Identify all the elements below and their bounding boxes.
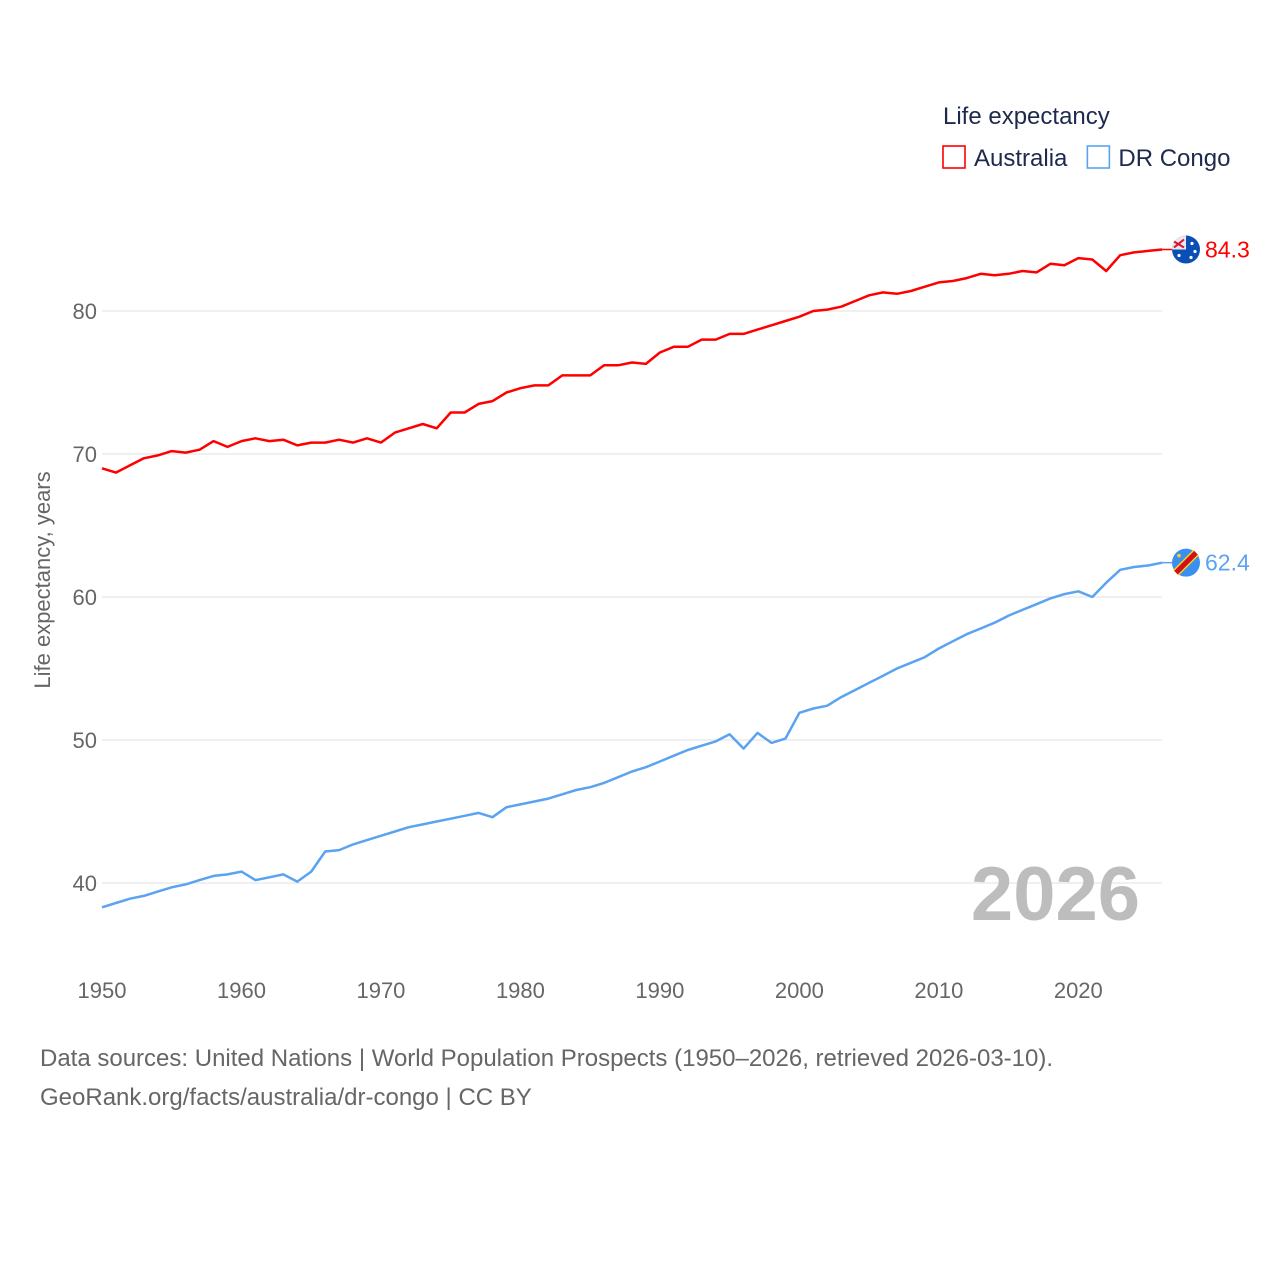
flag-stripe-red [1174,550,1198,575]
legend-item[interactable]: DR Congo [1086,145,1230,172]
legend-title: Life expectancy [943,103,1110,130]
line-chart: 40 50 60 70 80 1950 1960 1970 1980 1990 2000 2010 20… [30,103,1250,1003]
end-value-label: 84.3 [1205,237,1250,263]
y-tick-label: 70 [73,442,97,467]
x-tick-label: 2000 [775,978,824,1003]
y-tick-label: 50 [73,728,97,753]
australia-flag-icon [1172,235,1200,264]
legend-swatch [942,145,966,169]
flag-star [1190,241,1194,246]
flag-cross [1173,238,1185,249]
y-tick-label: 40 [73,871,97,896]
y-tick-label: 80 [73,299,97,324]
legend-swatch [1086,145,1111,169]
dr-congo-flag-icon [1172,548,1200,577]
legend-item[interactable]: Australia [942,145,1068,172]
legend-label: DR Congo [1118,145,1230,172]
flag-star [1177,553,1181,558]
x-tick-label: 1980 [496,978,545,1003]
y-axis-label: Life expectancy, years [30,471,55,688]
x-tick-label: 1960 [217,978,266,1003]
legend-label: Australia [974,145,1068,172]
end-value-label: 62.4 [1205,550,1250,576]
flag-star [1177,253,1181,258]
data-sources-text: Data sources: United Nations | World Pop… [40,1045,1054,1072]
attribution-link[interactable]: GeoRank.org/facts/australia/dr-congo | C… [40,1084,532,1111]
series-line-dr-congo [101,561,1163,909]
x-tick-label: 1950 [78,978,127,1003]
flag-star [1189,255,1193,260]
series-line-australia [101,248,1163,474]
x-tick-label: 1990 [635,978,684,1003]
y-tick-label: 60 [73,585,97,610]
x-tick-label: 2010 [914,978,963,1003]
year-watermark: 2026 [971,852,1140,937]
x-tick-label: 1970 [356,978,405,1003]
x-tick-label: 2020 [1054,978,1103,1003]
flag-star [1193,249,1197,254]
